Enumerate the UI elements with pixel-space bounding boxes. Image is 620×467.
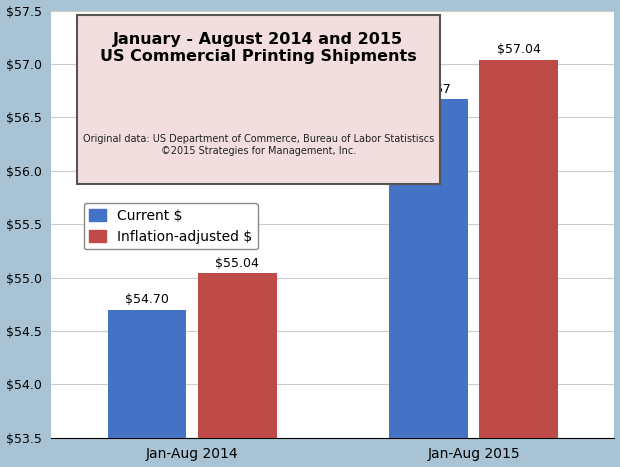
Text: January - August 2014 and 2015
US Commercial Printing Shipments: January - August 2014 and 2015 US Commer… bbox=[100, 32, 417, 64]
Bar bbox=[389, 99, 468, 467]
Bar bbox=[198, 273, 277, 467]
Text: $57.04: $57.04 bbox=[497, 43, 541, 57]
Text: $54.70: $54.70 bbox=[125, 293, 169, 306]
Bar bbox=[479, 60, 558, 467]
Bar bbox=[108, 310, 187, 467]
FancyBboxPatch shape bbox=[77, 15, 440, 184]
Text: $56.67: $56.67 bbox=[407, 83, 451, 96]
Text: Original data: US Department of Commerce, Bureau of Labor Statistiscs
©2015 Stra: Original data: US Department of Commerce… bbox=[82, 134, 434, 156]
Text: $55.04: $55.04 bbox=[215, 257, 259, 270]
Legend: Current $, Inflation-adjusted $: Current $, Inflation-adjusted $ bbox=[84, 203, 258, 249]
